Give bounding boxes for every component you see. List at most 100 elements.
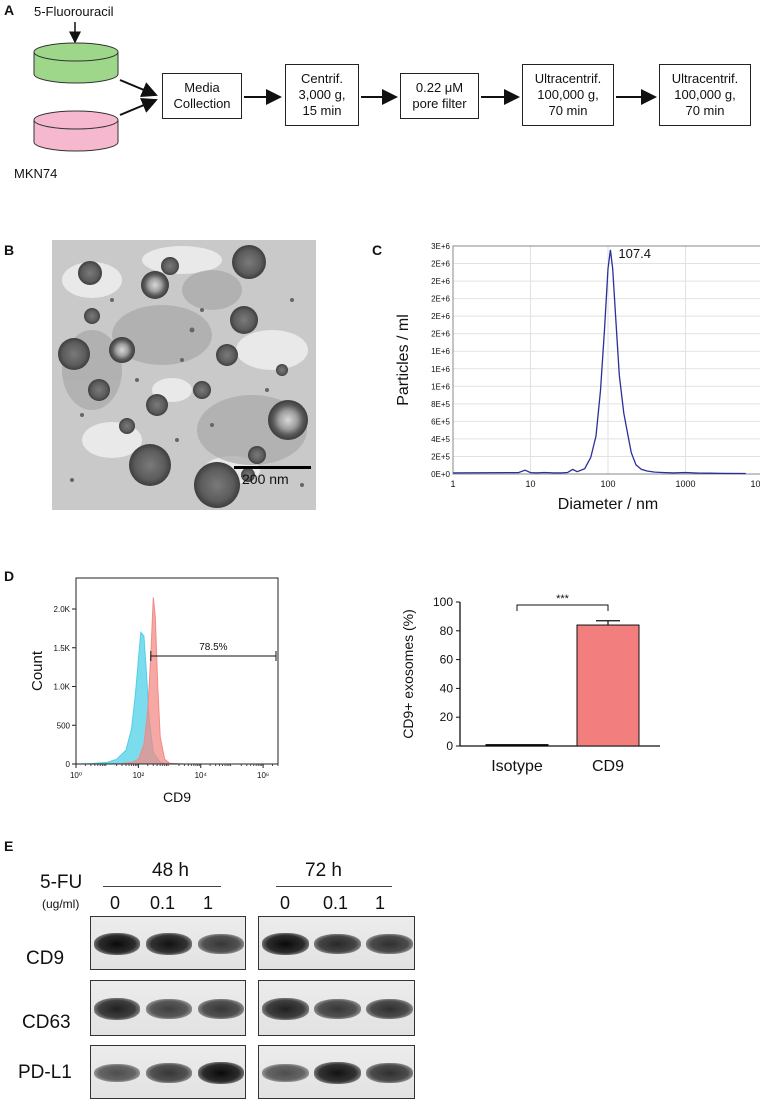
- y-axis-label: Particles / ml: [395, 314, 412, 406]
- y-tick-label: 1.5K: [54, 644, 71, 653]
- blot-cd63-72h: [258, 980, 415, 1036]
- band: [145, 1063, 193, 1083]
- x-tick-label: 10: [525, 479, 535, 489]
- band: [197, 998, 245, 1020]
- step-media-collection: Media Collection: [162, 73, 242, 119]
- y-tick-label: 1E+6: [431, 382, 450, 391]
- band: [261, 1063, 309, 1083]
- band: [93, 933, 141, 955]
- band: [366, 934, 414, 954]
- x-axis-label: CD9: [163, 789, 191, 805]
- plot-frame: [75, 577, 279, 765]
- scale-bar-label: 200 nm: [242, 471, 289, 487]
- culture-dish-pink: [33, 110, 119, 152]
- category-label: CD9: [592, 758, 624, 775]
- band: [197, 1062, 245, 1084]
- peak-label: 107.4: [618, 246, 651, 261]
- dose-48h-1: 0.1: [150, 893, 176, 913]
- blot-cd63-48h: [90, 980, 246, 1036]
- x-tick-label: 10²: [133, 771, 145, 780]
- y-axis-label: Count: [29, 650, 46, 691]
- timepoint-48h-underline: [103, 886, 221, 887]
- band: [93, 1063, 141, 1083]
- y-tick-label: 2E+6: [431, 260, 450, 269]
- bar-cd9: [576, 624, 640, 747]
- band: [145, 998, 193, 1020]
- band: [93, 998, 141, 1020]
- y-tick-label: 40: [440, 681, 454, 695]
- drug-label: 5-Fluorouracil: [34, 4, 114, 19]
- y-axis-label: CD9+ exosomes (%): [400, 609, 416, 739]
- band: [261, 933, 309, 955]
- arrow-dish-top: [119, 79, 158, 97]
- y-tick-label: 1E+6: [431, 365, 450, 374]
- band: [261, 998, 309, 1020]
- y-tick-label: 2E+6: [431, 330, 450, 339]
- y-tick-label: 80: [440, 624, 454, 638]
- blot-pd-l1-72h: [258, 1045, 415, 1099]
- y-tick-label: 4E+5: [431, 435, 450, 444]
- blot-cd9-72h: [258, 916, 415, 970]
- histogram-series-1: [76, 597, 278, 765]
- series-line: [452, 249, 746, 475]
- panel-label-b: B: [4, 242, 15, 258]
- dose-72h-1: 0.1: [323, 893, 349, 913]
- dose-72h-0: 0: [280, 893, 291, 913]
- dose-48h-2: 1: [203, 893, 214, 913]
- panel-label-d: D: [4, 568, 15, 584]
- x-tick-label: 100: [600, 479, 615, 489]
- bar-isotype: [485, 744, 549, 747]
- cd9-bar-chart: 0 20 40 60 80 100 Isotype CD9 *** CD9+ exosomes (…: [400, 593, 660, 775]
- x-tick-label: 10000: [750, 479, 760, 489]
- step-ultracentrifuge-2: Ultracentrif. 100,000 g, 70 min: [659, 64, 751, 126]
- blot-label-cd63: CD63: [22, 1012, 71, 1033]
- band: [366, 998, 414, 1020]
- treatment-label: 5-FU: [40, 872, 83, 893]
- y-tick-label: 0E+0: [431, 470, 450, 479]
- y-tick-label: 60: [440, 653, 454, 667]
- blot-label-cd9: CD9: [26, 948, 65, 969]
- x-tick-label: 10⁴: [195, 771, 208, 780]
- y-tick-label: 0: [446, 739, 453, 753]
- band: [313, 1062, 362, 1084]
- gate-percentage: 78.5%: [199, 642, 227, 653]
- band: [313, 933, 362, 955]
- significance-bracket: [516, 604, 609, 611]
- y-tick-label: 500: [57, 721, 71, 730]
- arrow-dish-bottom: [119, 98, 158, 116]
- size-distribution-chart: 0E+0 2E+5 4E+5 6E+5 8E+5 1E+6 1E+6 1E+6 2E+6 2E+6…: [395, 242, 760, 513]
- scale-bar: [234, 466, 311, 469]
- plot-frame: [452, 245, 760, 475]
- blot-cd9-48h: [90, 916, 246, 970]
- y-tick-label: 1E+6: [431, 347, 450, 356]
- band: [145, 933, 193, 955]
- step-filter: 0.22 μM pore filter: [400, 73, 479, 119]
- x-tick-label: 1: [450, 479, 455, 489]
- timepoint-72h-underline: [276, 886, 392, 887]
- tem-micrograph: 200 nm: [52, 240, 316, 510]
- timepoint-48h: 48 h: [152, 860, 189, 881]
- blot-label-pdl1: PD-L1: [18, 1062, 72, 1083]
- workflow-diagram: [33, 22, 657, 152]
- y-tick-label: 6E+5: [431, 417, 450, 426]
- category-label: Isotype: [491, 758, 543, 775]
- y-tick-label: 2.0K: [54, 605, 71, 614]
- timepoint-72h: 72 h: [305, 860, 342, 881]
- cell-line-label: MKN74: [14, 166, 58, 181]
- band: [313, 998, 362, 1020]
- y-tick-label: 8E+5: [431, 400, 450, 409]
- histogram-series-0: [75, 631, 278, 765]
- unit-label: (ug/ml): [42, 897, 80, 911]
- x-tick-label: 10⁰: [70, 771, 82, 780]
- x-tick-label: 1000: [675, 479, 695, 489]
- blot-pd-l1-48h: [90, 1045, 246, 1099]
- dose-72h-2: 1: [375, 893, 386, 913]
- y-tick-label: 3E+6: [431, 242, 450, 251]
- y-tick-label: 2E+6: [431, 295, 450, 304]
- band: [366, 1063, 414, 1083]
- x-tick-label: 10⁶: [257, 771, 269, 780]
- y-tick-label: 0: [66, 760, 71, 769]
- step-ultracentrifuge-1: Ultracentrif. 100,000 g, 70 min: [522, 64, 614, 126]
- dose-48h-0: 0: [110, 893, 121, 913]
- band: [197, 934, 245, 954]
